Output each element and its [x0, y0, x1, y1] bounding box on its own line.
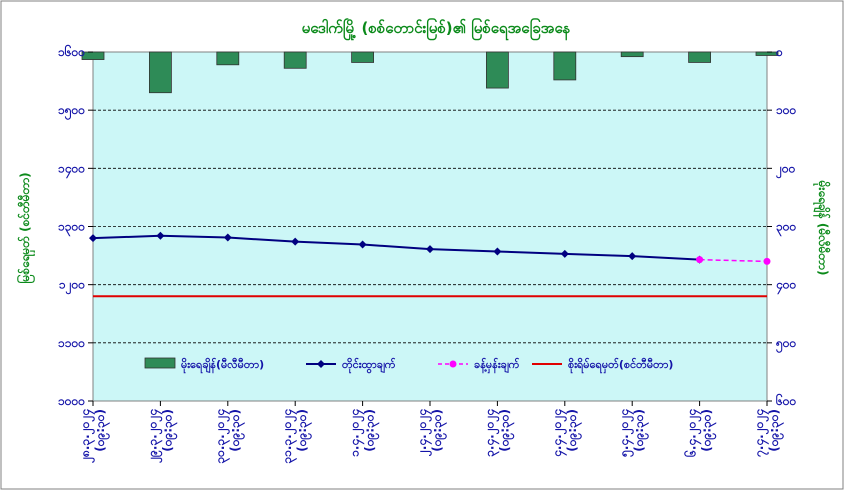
- line-layer: [89, 231, 771, 298]
- y-axis-left-label: မြစ်ရေမှတ် (စင်တီမီတာ): [15, 172, 36, 283]
- y-left-tick-label: ၁၂၀၀: [59, 278, 85, 296]
- legend-label: မိုးရေချိန်(မီလီမီတာ): [181, 357, 264, 374]
- measured-point: [358, 240, 367, 249]
- x-tick-label: ၅.၄.၂၀၂၄: [617, 409, 635, 458]
- forecast-water-level-line: [699, 258, 768, 263]
- forecast-point: [696, 256, 704, 264]
- legend: မိုးရေချိန်(မီလီမီတာ) တိုင်းထွာချက် ခန့်မှ…: [144, 357, 673, 374]
- x-tick-label-time: (၀၉:၃၀): [497, 409, 515, 452]
- x-tick-label-time: (၀၉:၃၀): [93, 409, 111, 452]
- measured-point: [156, 231, 165, 240]
- grid-layer: [93, 109, 767, 344]
- rainfall-bar: [485, 51, 509, 89]
- x-tick-label: ၇.၄.၂၀၂၄: [752, 409, 770, 458]
- x-tick-label-time: (၀၉:၃၀): [632, 409, 650, 452]
- x-tick-label-time: (၀၉:၃၀): [363, 409, 381, 452]
- y-right-tick-label: ၀: [775, 45, 783, 59]
- rainfall-bar: [148, 51, 172, 94]
- y-left-tick-label: ၁၁၀၀: [58, 336, 85, 350]
- legend-label: စိုးရိမ်ရေမှတ်(စင်တီမီတာ): [568, 357, 673, 374]
- x-tick-label: ၃.၄.၂၀၂၄: [482, 409, 500, 457]
- y-right-tick-label: ၆၀၀: [775, 392, 797, 408]
- rainfall-bar: [620, 51, 644, 58]
- bar-layer: [81, 51, 779, 94]
- x-tick-label-time: (၀၉:၃၀): [565, 409, 583, 452]
- y-right-tick-label: ၂၀၀: [775, 161, 796, 179]
- legend-marker-forecast: [449, 360, 457, 368]
- measured-point: [426, 245, 434, 254]
- x-tick-label: ၃၀.၃.၂၀၂၄: [213, 409, 231, 464]
- x-tick-label-time: (၀၉:၃၀): [430, 409, 448, 452]
- rainfall-bar: [688, 51, 711, 63]
- y-left-tick-label: ၁၃၀၀: [58, 220, 85, 238]
- rainfall-bar: [81, 51, 105, 60]
- measured-point: [223, 233, 232, 242]
- x-tick-label: ၃၁.၃.၂၀၂၄: [280, 409, 298, 464]
- measured-water-level-line: [92, 234, 700, 261]
- measured-point: [628, 252, 637, 261]
- x-tick-label: ၁.၄.၂၀၂၄: [348, 409, 366, 457]
- x-tick-label: ၂.၄.၂၀၂၄: [415, 409, 433, 457]
- y-right-tick-label: ၄၀၀: [775, 278, 797, 296]
- x-tick-label-time: (၀၉:၃၀): [767, 409, 785, 452]
- measured-point: [89, 234, 97, 243]
- x-tick-label-time: (၀၉:၃၀): [295, 409, 313, 452]
- y-right-tick-label: ၃၀၀: [776, 220, 797, 238]
- x-tick-label: ၄.၄.၂၀၂၄: [550, 409, 568, 458]
- x-tick-label-time: (၀၉:၃၀): [160, 409, 178, 452]
- rainfall-bar: [216, 51, 240, 66]
- y-left-tick-label: ၁၄၀၀: [58, 161, 85, 179]
- legend-marker-measured: [317, 360, 325, 368]
- forecast-point: [763, 257, 771, 265]
- y-left-tick-label: ၁၀၀၀: [58, 394, 85, 408]
- legend-label: တိုင်းထွာချက်: [342, 357, 396, 374]
- rainfall-bar: [283, 51, 307, 69]
- x-tick-label-time: (၀၉:၃၀): [228, 409, 246, 452]
- rainfall-bar: [351, 51, 375, 63]
- legend-label: ခန့်မှန်းချက်: [474, 357, 520, 374]
- x-tick-label-time: (၀၉:၃၀): [700, 409, 718, 452]
- rainfall-bar: [755, 51, 779, 56]
- y-right-tick-label: ၅၀၀: [775, 336, 797, 354]
- rainfall-bar: [553, 51, 577, 81]
- y-left-tick-label: ၁၆၀၀: [58, 43, 85, 59]
- legend-swatch-rainfall: [144, 357, 176, 369]
- y-right-tick-label: ၁၀၀: [776, 103, 797, 117]
- x-tick-label: ၂၈.၃.၂၀၂၄: [78, 409, 96, 464]
- x-tick-label: ၆.၄.၂၀၂၄: [683, 409, 703, 458]
- y-axis-right-label: မိုးရေချိန် (မီလီမီတာ): [812, 180, 832, 276]
- x-tick-label: ၂၉.၃.၂၀၂၄: [145, 409, 163, 464]
- measured-point: [291, 237, 300, 246]
- measured-point: [493, 247, 502, 256]
- measured-point: [560, 249, 569, 258]
- y-left-tick-label: ၁၅၀၀: [58, 103, 85, 121]
